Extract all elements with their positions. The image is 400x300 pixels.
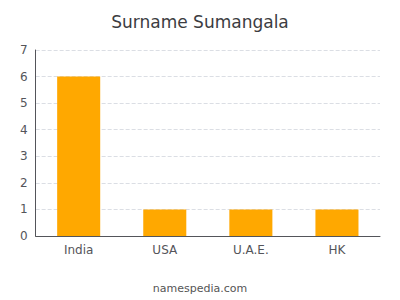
svg-text:3: 3	[20, 149, 28, 163]
svg-text:HK: HK	[329, 243, 347, 257]
svg-text:USA: USA	[152, 243, 178, 257]
svg-text:U.A.E.: U.A.E.	[233, 243, 269, 257]
svg-text:5: 5	[20, 96, 28, 110]
svg-text:7: 7	[20, 43, 28, 57]
svg-text:India: India	[64, 243, 93, 257]
svg-text:namespedia.com: namespedia.com	[153, 282, 247, 295]
svg-text:1: 1	[20, 202, 28, 216]
svg-text:4: 4	[20, 123, 28, 137]
svg-text:6: 6	[20, 70, 28, 84]
svg-text:Surname Sumangala: Surname Sumangala	[111, 12, 289, 32]
svg-text:2: 2	[20, 176, 28, 190]
svg-text:0: 0	[20, 229, 28, 243]
